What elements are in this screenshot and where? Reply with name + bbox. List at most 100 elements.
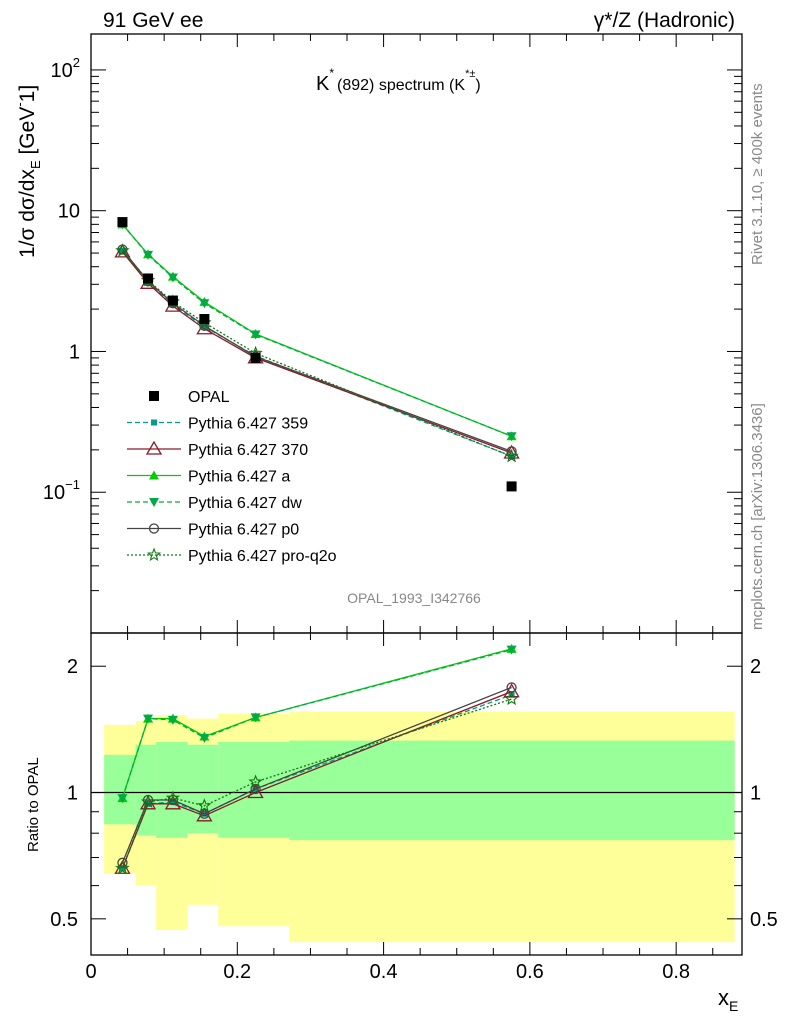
- ratio-y-tick-label-right: 1: [750, 783, 761, 805]
- series-line-top: [121, 251, 512, 454]
- legend-marker-opal: [149, 391, 159, 401]
- tick-exponent: 2: [73, 55, 80, 70]
- ratio-y-tick-label-right: 2: [750, 656, 761, 678]
- tick-base: 10: [43, 482, 65, 504]
- x-tick-label: 0.8: [662, 961, 690, 983]
- series-ratio-point: [197, 798, 212, 812]
- mcplots-label: mcplots.cern.ch [arXiv:1306.3436]: [749, 403, 766, 630]
- plot-title-close: ): [475, 77, 480, 94]
- series-ratio-point: [167, 794, 179, 806]
- series-ratio-point: [140, 794, 156, 808]
- plot-frames: [90, 33, 743, 956]
- series-ratio-point: [165, 790, 181, 805]
- series-ratio-point: [508, 691, 515, 698]
- series-marks: [114, 217, 520, 875]
- legend: OPAL Pythia 6.427 359 Pythia 6.427 370 Pyth…: [127, 389, 337, 565]
- legend-marker: [148, 523, 160, 534]
- series-line-top: [121, 250, 512, 457]
- tick-exponent: −1: [65, 477, 80, 492]
- ratio-panel-frame: [90, 632, 743, 956]
- series-line-top: [121, 249, 512, 453]
- legend-marker: [146, 547, 162, 562]
- ratio-band-green: [289, 740, 735, 841]
- top-y-tick-label: 102: [51, 55, 80, 82]
- series-ratio-point: [504, 691, 519, 706]
- series-point: [115, 243, 130, 257]
- legend-label: Pythia 6.427 359: [188, 416, 308, 433]
- ratio-band-green: [156, 741, 188, 838]
- series-line-ratio: [121, 649, 512, 799]
- x-axis-label: xE: [718, 985, 738, 1014]
- plot-title-k: K: [316, 73, 330, 95]
- y-axis-label-ratio: Ratio to OPAL: [25, 757, 42, 852]
- series-ratio-point: [169, 798, 176, 805]
- data-point: [199, 314, 210, 325]
- plot-title-rest: (892) spectrum (K: [337, 77, 465, 94]
- series-ratio-point: [199, 733, 210, 743]
- x-tick-label: 0.2: [223, 961, 251, 983]
- ratio-y-tick-label-left: 1: [67, 783, 78, 805]
- legend-label: Pythia 6.427 370: [188, 442, 308, 459]
- series-line-ratio: [121, 686, 512, 864]
- series-ratio-point: [506, 645, 517, 655]
- ratio-y-tick-label-left: 0.5: [50, 909, 78, 931]
- series-4: [117, 220, 517, 804]
- series-point: [143, 250, 154, 260]
- series-point: [201, 323, 208, 330]
- x-tick-label: 0: [85, 961, 96, 983]
- top-panel-frame: [90, 33, 743, 634]
- header-right: γ*/Z (Hadronic): [594, 9, 735, 32]
- data-point: [117, 217, 128, 228]
- legend-marker: [151, 419, 157, 426]
- top-y-tick-label: 10: [58, 201, 80, 223]
- y-axis-label-top: 1/σ dσ/dxE [GeV-1]: [12, 85, 43, 258]
- y-label-unit-end: 1]: [16, 85, 39, 103]
- data-point: [250, 352, 261, 363]
- series-ratio-point: [248, 774, 263, 789]
- x-tick-label: 0.6: [516, 961, 544, 983]
- data-point: [506, 481, 517, 492]
- legend-label: Pythia 6.427 pro-q2o: [188, 548, 337, 565]
- legend-marker: [149, 498, 159, 507]
- series-ratio-point: [117, 794, 128, 804]
- legend-marker: [145, 440, 163, 455]
- series-line-ratio: [121, 698, 512, 869]
- series-line-top: [121, 223, 512, 437]
- ratio-uncertainty-bands: [91, 711, 742, 943]
- legend-label: Pythia 6.427 a: [188, 469, 290, 486]
- analysis-watermark: OPAL_1993_I342766: [347, 590, 481, 606]
- x-tick-label: 0.4: [370, 961, 398, 983]
- series-ratio-point: [115, 860, 130, 875]
- legend-marker: [149, 470, 159, 480]
- series-ratio-point: [199, 808, 210, 819]
- series-ratio-point: [114, 859, 131, 874]
- header-left: 91 GeV ee: [103, 9, 203, 32]
- series-point: [504, 448, 519, 463]
- series-point: [503, 444, 520, 459]
- series-point: [250, 330, 261, 340]
- data-series-opal: [117, 217, 517, 492]
- series-line-top: [121, 223, 512, 437]
- series-point: [199, 299, 210, 309]
- data-point: [143, 273, 154, 284]
- plot-title-sup: *±: [465, 68, 475, 80]
- data-point: [167, 295, 178, 306]
- y-label-main: 1/σ dσ/dx: [16, 169, 39, 258]
- series-line-top: [121, 250, 512, 457]
- y-label-sub: E: [28, 160, 43, 169]
- x-label-main: x: [718, 985, 729, 1010]
- axis-ticks: [90, 34, 742, 955]
- series-point: [506, 432, 517, 442]
- plot-title: K*(892) spectrum (K*±): [316, 66, 481, 95]
- series-ratio-point: [250, 713, 261, 723]
- tick-base: 10: [51, 60, 73, 82]
- y-label-unit: [GeV: [16, 107, 39, 161]
- x-label-sub: E: [729, 998, 738, 1014]
- plot-title-star: *: [329, 66, 334, 80]
- series-ratio-point: [196, 807, 213, 822]
- y-label-unit-sup: -: [12, 102, 27, 106]
- series-ratio-point: [167, 715, 178, 725]
- ratio-y-tick-label-right: 0.5: [750, 909, 778, 931]
